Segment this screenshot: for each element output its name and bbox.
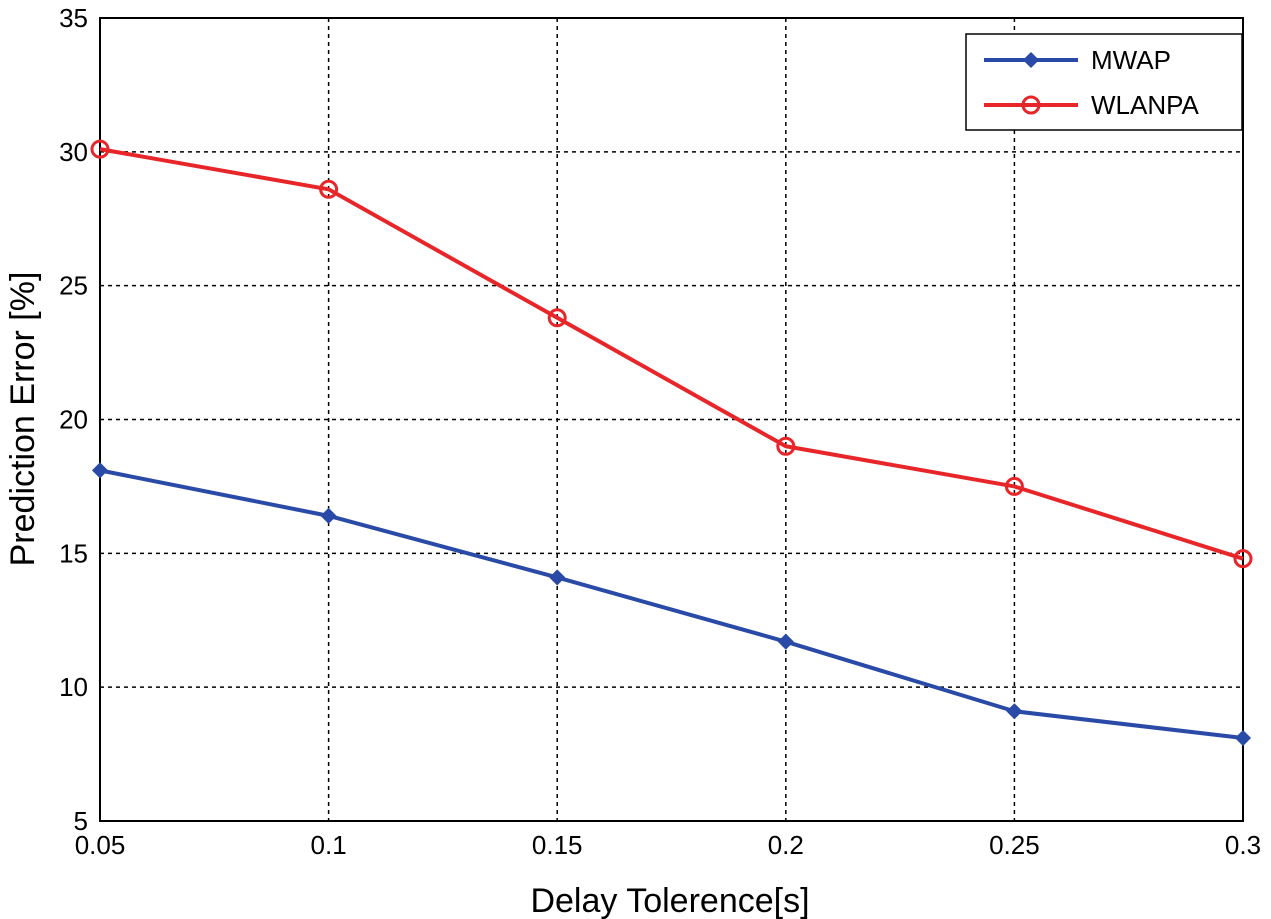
y-tick-label: 35 [59,3,88,33]
y-tick-label: 10 [59,672,88,702]
series-wlanpa [90,139,1253,569]
legend: MWAP WLANPA [965,33,1243,131]
series-mwap [91,462,1252,747]
legend-marker-wlanpa [1021,95,1041,115]
data-series [90,139,1253,747]
mwap-point [91,462,109,479]
x-tick-label: 0.2 [768,830,804,860]
x-axis-title: Delay Tolerence[s] [530,882,809,919]
y-tick-label: 20 [59,405,88,435]
mwap-point [549,569,566,586]
wlanpa-line [99,147,1244,561]
wlanpa-point [1233,549,1253,569]
y-tick-label: 5 [74,806,88,836]
y-axis-title: Prediction Error [%] [4,272,42,567]
y-tick-label: 25 [59,271,88,301]
wlanpa-point [776,436,796,456]
legend-box [965,33,1243,131]
x-tick-label: 0.25 [989,830,1040,860]
y-tick-label: 15 [59,538,88,568]
plot-area-frame [99,17,1244,822]
grid [99,17,1244,822]
wlanpa-point [90,139,110,159]
legend-label-mwap: MWAP [1091,45,1171,75]
mwap-line [99,468,1244,741]
mwap-point [777,633,794,650]
x-tick-label: 0.3 [1225,830,1261,860]
x-tick-label: 0.05 [75,830,126,860]
x-tick-label: 0.15 [532,830,583,860]
wlanpa-point [1004,476,1024,496]
mwap-point [1006,703,1023,720]
wlanpa-point [319,179,339,199]
wlanpa-point [547,308,567,328]
axis-ticks: 0.05 0.1 0.15 0.2 0.25 0.3 5 10 15 20 25 30 35 [59,3,1261,860]
mwap-point [320,507,337,524]
legend-item-mwap: MWAP [984,45,1171,75]
legend-marker-mwap [1022,51,1040,69]
legend-item-wlanpa: WLANPA [984,90,1200,120]
x-tick-label: 0.1 [311,830,347,860]
mwap-point [1234,729,1252,747]
legend-label-wlanpa: WLANPA [1091,90,1200,120]
y-tick-label: 30 [59,137,88,167]
